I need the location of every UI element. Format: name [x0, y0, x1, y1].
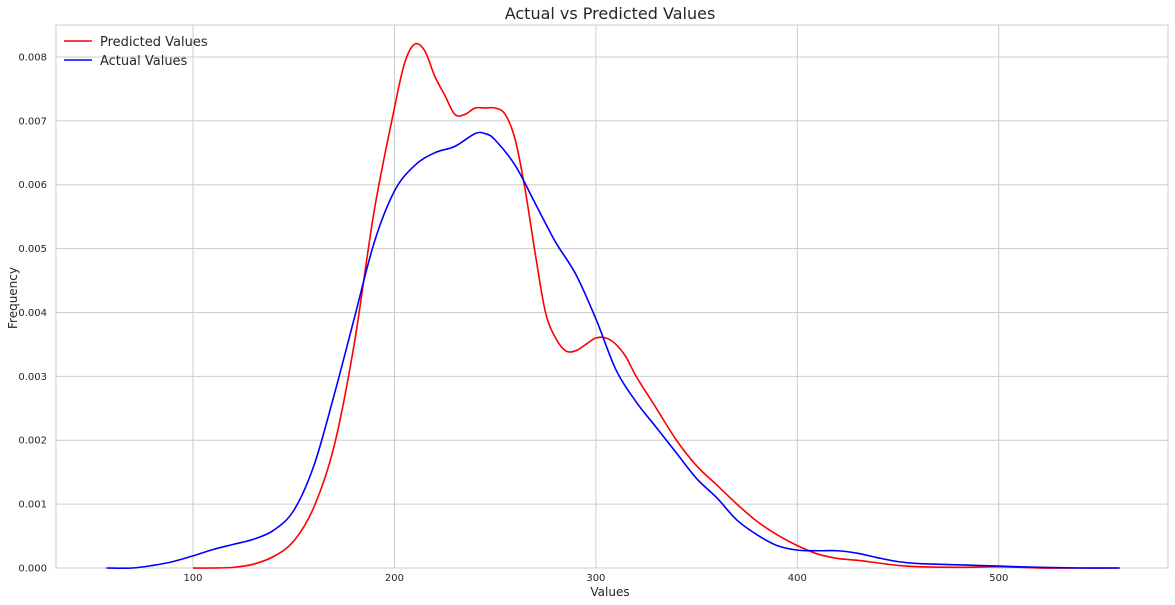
- y-tick-label: 0.008: [18, 52, 47, 63]
- legend-label-predicted: Predicted Values: [100, 35, 208, 50]
- series-line-actual: [106, 131, 1120, 569]
- x-tick-labels: 100 200 300 400 500: [183, 573, 1008, 584]
- grid-lines: [56, 25, 1168, 569]
- y-tick-label: 0.002: [18, 436, 47, 447]
- chart-title: Actual vs Predicted Values: [505, 4, 716, 23]
- y-tick-label: 0.001: [18, 500, 47, 511]
- y-axis-title: Frequency: [6, 267, 20, 329]
- plot-area: [55, 24, 1169, 569]
- x-tick-label: 400: [788, 573, 807, 584]
- y-tick-label: 0.003: [18, 372, 47, 383]
- series-group: [106, 42, 1120, 569]
- y-tick-label: 0.000: [18, 564, 47, 575]
- y-tick-label: 0.007: [18, 116, 47, 127]
- y-tick-labels: 0.000 0.001 0.002 0.003 0.004 0.005 0.006 0.007…: [18, 52, 47, 574]
- x-axis-title: Values: [590, 585, 629, 599]
- legend-label-actual: Actual Values: [100, 54, 188, 69]
- x-tick-label: 100: [183, 573, 202, 584]
- x-tick-label: 500: [989, 573, 1008, 584]
- y-tick-label: 0.005: [18, 244, 47, 255]
- y-tick-label: 0.006: [18, 180, 47, 191]
- y-tick-label: 0.004: [18, 308, 47, 319]
- legend: Predicted Values Actual Values: [64, 35, 208, 69]
- x-tick-label: 300: [586, 573, 605, 584]
- x-tick-label: 200: [385, 573, 404, 584]
